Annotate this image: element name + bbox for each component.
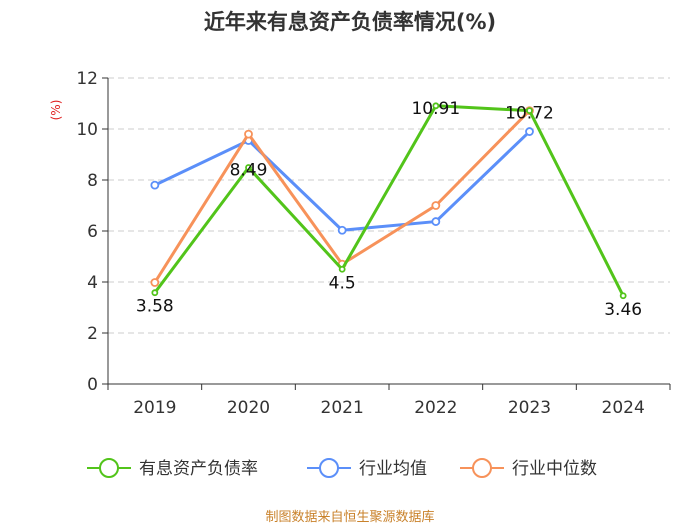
chart-title: 近年来有息资产负债率情况(%) — [204, 10, 496, 34]
data-label: 8.49 — [230, 161, 268, 181]
legend-label: 有息资产负债率 — [139, 459, 258, 479]
x-tick-label: 2023 — [508, 398, 551, 418]
x-tick-label: 2024 — [602, 398, 645, 418]
grid-lines — [108, 77, 670, 334]
x-tick-label: 2022 — [414, 398, 457, 418]
data-labels: 3.58 8.49 4.5 10.91 10.72 3.46 — [136, 99, 642, 320]
data-point[interactable] — [244, 129, 253, 139]
data-point[interactable] — [431, 217, 441, 226]
y-tick-label: 2 — [87, 324, 98, 344]
legend-marker — [472, 458, 492, 478]
data-point[interactable] — [431, 201, 441, 210]
data-point[interactable] — [150, 180, 160, 190]
data-point[interactable] — [151, 289, 159, 297]
x-tick-label: 2019 — [133, 398, 176, 418]
data-point[interactable] — [432, 102, 440, 110]
data-label: 10.72 — [505, 104, 554, 124]
series-line-0 — [153, 104, 625, 297]
data-label: 4.5 — [329, 273, 356, 293]
x-tick-label: 2020 — [227, 398, 270, 418]
legend-marker — [99, 458, 119, 478]
y-axis-unit-label: (%) — [49, 100, 63, 121]
data-point[interactable] — [245, 164, 252, 171]
series-lines — [150, 102, 627, 300]
data-point[interactable] — [338, 265, 346, 273]
legend-item-1[interactable]: 行业均值 — [307, 458, 427, 479]
y-tick-label: 6 — [87, 222, 98, 242]
y-tick-label: 4 — [87, 273, 98, 293]
data-point[interactable] — [337, 225, 347, 235]
axes: 0 2 4 6 8 10 12 2019 2020 2021 2022 2023 2024 — [76, 69, 671, 418]
data-label: 3.46 — [604, 300, 642, 320]
source-note: 制图数据来自恒生聚源数据库 — [265, 509, 434, 525]
y-tick-label: 8 — [87, 171, 98, 191]
legend-label: 行业均值 — [359, 459, 427, 479]
y-tick-label: 12 — [76, 69, 98, 89]
legend-item-0[interactable]: 有息资产负债率 — [87, 458, 258, 479]
legend-item-2[interactable]: 行业中位数 — [460, 458, 597, 479]
data-point[interactable] — [525, 127, 534, 136]
y-tick-label: 0 — [87, 375, 98, 395]
x-tick-label: 2021 — [321, 398, 364, 418]
legend[interactable]: 有息资产负债率 行业均值 行业中位数 — [87, 458, 597, 479]
data-label: 10.91 — [411, 99, 460, 119]
series-line-2 — [153, 109, 531, 284]
data-label: 3.58 — [136, 297, 174, 317]
y-tick-label: 10 — [76, 120, 98, 140]
legend-marker — [319, 458, 339, 478]
data-point[interactable] — [150, 278, 160, 287]
data-point[interactable] — [619, 292, 627, 300]
data-point[interactable] — [526, 107, 533, 115]
legend-label: 行业中位数 — [512, 459, 597, 479]
